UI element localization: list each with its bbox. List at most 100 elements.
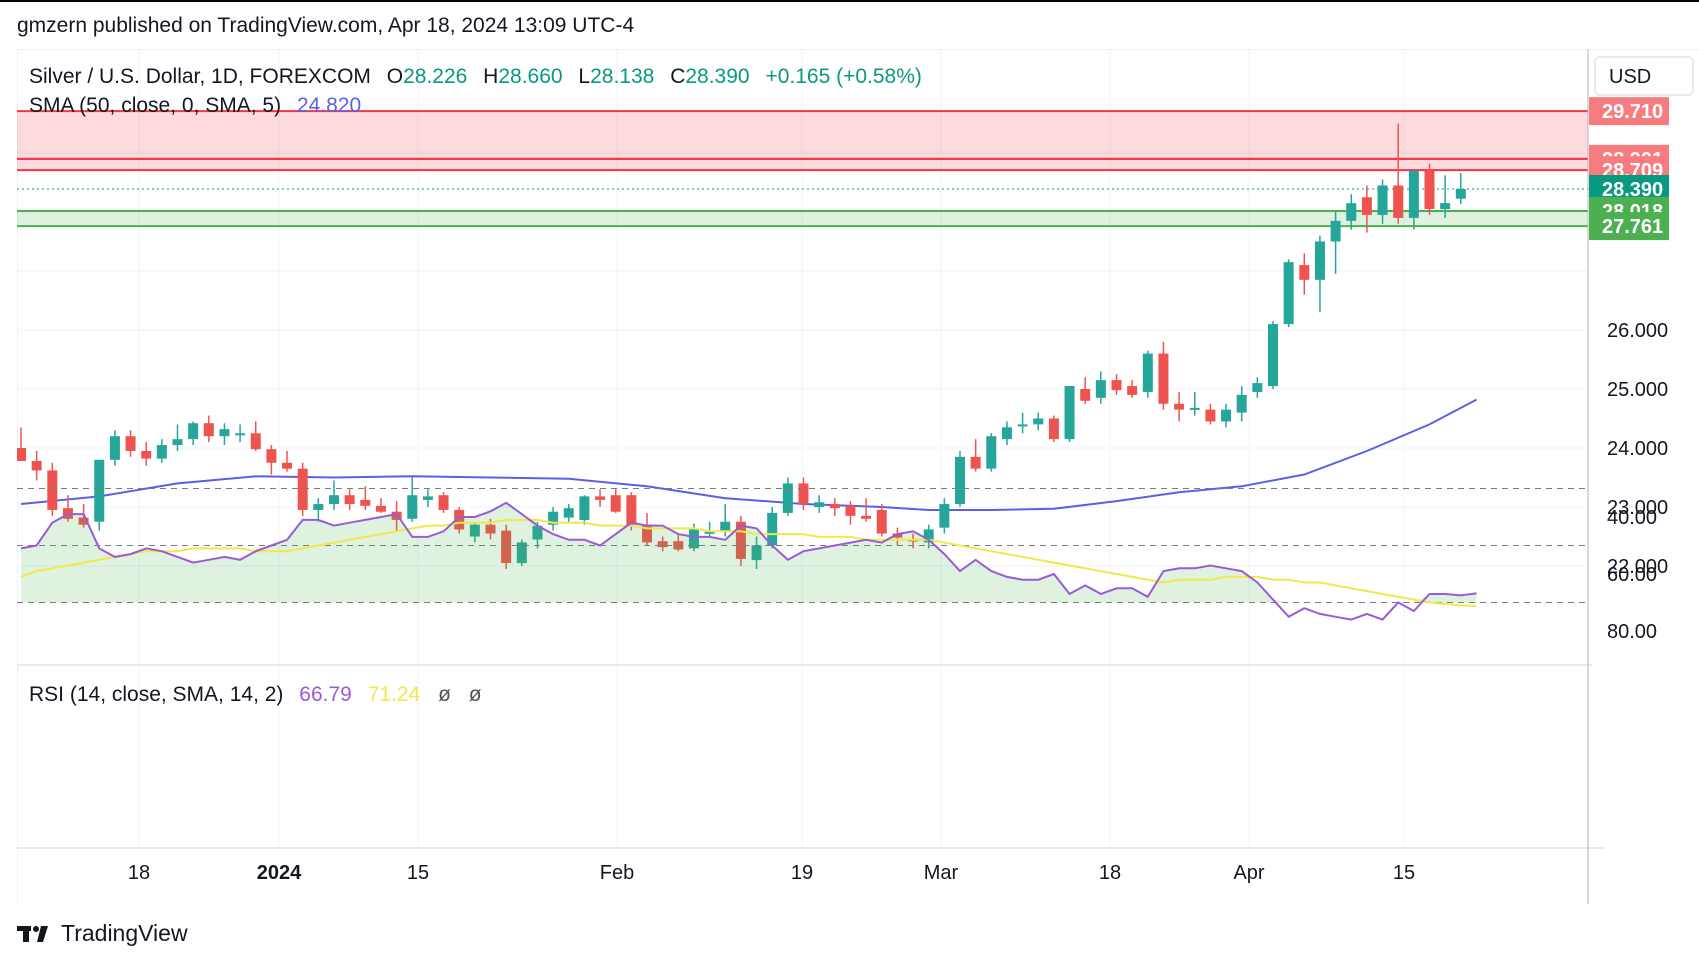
candle xyxy=(1127,380,1138,398)
candle xyxy=(94,459,105,531)
currency-button[interactable] xyxy=(1594,56,1694,96)
candle-body xyxy=(156,445,167,459)
candle xyxy=(329,480,339,510)
legend-high-label: H xyxy=(483,65,498,88)
candle xyxy=(1080,377,1091,404)
candle-body xyxy=(297,468,308,510)
candle-body xyxy=(1048,418,1059,440)
candle-body xyxy=(501,530,512,564)
candle xyxy=(1064,386,1075,443)
price-badges: 29.71028.90128.70928.39003:50:3628.01827… xyxy=(1589,97,1682,241)
rsi-legend-sma-value: 71.24 xyxy=(368,683,421,706)
candle-body xyxy=(876,509,887,534)
legend-low-label: L xyxy=(578,65,590,88)
time-tick-label: 15 xyxy=(1393,862,1415,884)
candle xyxy=(1189,391,1200,416)
grid xyxy=(17,49,1588,848)
candle xyxy=(657,536,668,552)
price-badge-resistance: 29.710 xyxy=(1589,97,1669,126)
candle xyxy=(892,527,903,546)
price-tick-label: 26.000 xyxy=(1607,320,1668,342)
candle-body xyxy=(720,521,731,531)
chart-svg[interactable]: Silver / U.S. Dollar, 1D, FOREXCOM O28.2… xyxy=(16,48,1699,904)
candle-body xyxy=(516,542,527,564)
candle xyxy=(203,415,214,443)
candle-body xyxy=(125,436,136,451)
price-badge-label: 28.390 xyxy=(1602,179,1663,201)
candle-body xyxy=(16,448,26,461)
candle-body xyxy=(751,545,762,561)
candle xyxy=(626,492,637,531)
rsi-band-lines xyxy=(17,488,1588,603)
candle-body xyxy=(579,496,590,520)
candle-body xyxy=(469,524,480,537)
candle-body xyxy=(454,509,465,530)
legend-close: 28.390 xyxy=(685,65,749,88)
candle-body xyxy=(1314,241,1325,280)
candle xyxy=(235,424,246,443)
candle-body xyxy=(939,504,950,528)
tradingview-logo-icon[interactable] xyxy=(17,924,53,944)
candle-body xyxy=(203,423,214,437)
candle xyxy=(407,477,418,522)
sma-legend: SMA (50, close, 0, SMA, 5) 24.820 xyxy=(29,94,361,117)
candle-body xyxy=(235,433,246,436)
candle-body xyxy=(1236,394,1247,413)
candle-body xyxy=(485,524,496,534)
currency-label: USD xyxy=(1609,66,1651,88)
candle-body xyxy=(1440,203,1451,210)
candle xyxy=(814,495,825,513)
candle-body xyxy=(1158,353,1169,404)
time-axis[interactable]: 18 2024 15 Feb 19 Mar 18 Apr 15 xyxy=(128,862,1415,884)
candle xyxy=(970,439,981,472)
candle-body xyxy=(626,495,637,525)
sma-line xyxy=(20,398,1477,511)
candle xyxy=(1142,350,1153,398)
candle xyxy=(751,536,762,569)
candle-body xyxy=(798,483,809,505)
candle-body xyxy=(78,517,89,525)
candle-body xyxy=(548,511,559,525)
candle xyxy=(1001,421,1012,446)
candle xyxy=(845,501,856,525)
candle-body xyxy=(845,505,856,516)
candle xyxy=(610,489,621,513)
price-axis: 22.000 23.000 24.000 25.000 26.000 xyxy=(1607,320,1668,578)
candles[interactable] xyxy=(16,123,1466,569)
candle-body xyxy=(1127,386,1138,395)
price-tick-label: 23.000 xyxy=(1607,497,1668,519)
candle-body xyxy=(1455,188,1466,199)
candle xyxy=(141,442,152,466)
candle xyxy=(188,421,199,446)
candle xyxy=(1111,374,1122,395)
candle-body xyxy=(1174,403,1185,410)
candle xyxy=(344,489,355,510)
resistance-zone xyxy=(17,111,1588,159)
legend-close-label: C xyxy=(670,65,685,88)
rsi-line xyxy=(20,501,1477,621)
candle-body xyxy=(1346,203,1357,221)
candle-body xyxy=(188,423,199,440)
candle xyxy=(47,462,58,516)
candle-body xyxy=(109,436,120,460)
candle-body xyxy=(767,512,778,546)
candle xyxy=(1314,235,1325,313)
candle-body xyxy=(1095,380,1106,398)
candle xyxy=(782,477,793,516)
rsi-legend-value: 66.79 xyxy=(299,683,352,706)
candle xyxy=(563,504,574,522)
candle xyxy=(1408,170,1419,230)
candle-body xyxy=(344,495,355,505)
rsi-sma-line xyxy=(20,518,1477,607)
price-tick-label: 22.000 xyxy=(1607,556,1668,578)
candle xyxy=(548,507,559,531)
candle-body xyxy=(250,433,261,450)
chart-frame[interactable]: Silver / U.S. Dollar, 1D, FOREXCOM O28.2… xyxy=(16,48,1699,904)
candle xyxy=(595,489,606,507)
candle-body xyxy=(313,504,324,510)
candle-body xyxy=(422,496,433,500)
candle-body xyxy=(1142,353,1153,392)
candle xyxy=(1048,415,1059,443)
candle-body xyxy=(1033,418,1044,425)
candle xyxy=(469,521,480,543)
